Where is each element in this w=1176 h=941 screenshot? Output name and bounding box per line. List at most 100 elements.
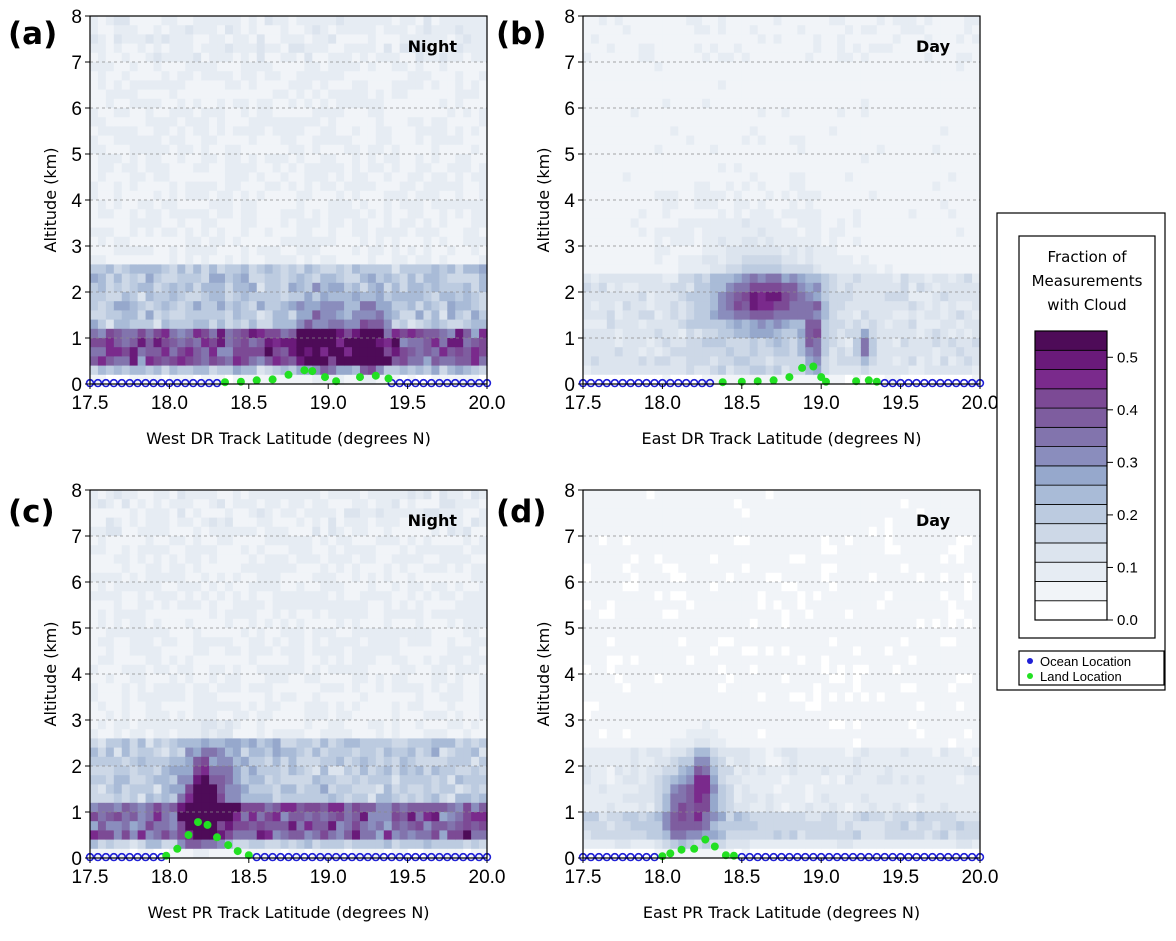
heatmap-cell: [590, 52, 600, 63]
heatmap-cell: [717, 117, 727, 127]
heatmap-cell: [328, 135, 337, 146]
land-point: [753, 377, 762, 386]
heatmap-cell: [431, 264, 440, 275]
heatmap-cell: [375, 181, 385, 192]
heatmap-cell: [852, 218, 862, 229]
heatmap-cell: [113, 784, 123, 795]
heatmap-cell: [606, 218, 616, 229]
heatmap-cell: [924, 319, 933, 330]
heatmap-cell: [630, 319, 640, 330]
heatmap-cell: [765, 172, 775, 183]
heatmap-cell: [193, 356, 202, 367]
heatmap-cell: [884, 154, 894, 164]
heatmap-cell: [288, 292, 298, 302]
heatmap-cell: [193, 784, 202, 795]
heatmap-cell: [185, 802, 194, 813]
heatmap-cell: [145, 536, 155, 546]
heatmap-cell: [837, 135, 846, 146]
heatmap-cell: [860, 347, 870, 357]
heatmap-cell: [670, 89, 679, 100]
ocean-point: [626, 378, 635, 388]
heatmap-cell: [217, 591, 226, 601]
heatmap-cell: [765, 43, 775, 54]
heatmap-cell: [320, 34, 329, 45]
heatmap-cell: [177, 591, 186, 601]
heatmap-cell: [956, 200, 965, 210]
heatmap-cell: [129, 618, 139, 629]
heatmap-cell: [280, 126, 290, 137]
heatmap-cell: [884, 365, 894, 376]
heatmap-cell: [583, 43, 592, 54]
heatmap-cell: [431, 190, 440, 201]
heatmap-cell: [145, 365, 155, 376]
heatmap-cell: [113, 117, 123, 127]
heatmap-cell: [217, 674, 226, 684]
heatmap-cell: [217, 628, 226, 638]
heatmap-cell: [924, 89, 933, 100]
heatmap-cell: [415, 163, 425, 173]
heatmap-cell: [359, 273, 369, 284]
heatmap-cell: [717, 246, 727, 256]
heatmap-cell: [646, 209, 656, 219]
heatmap-cell: [209, 517, 218, 528]
heatmap-cell: [367, 71, 377, 81]
heatmap-cell: [630, 172, 640, 183]
heatmap-cell: [702, 98, 711, 109]
heatmap-cell: [622, 227, 632, 238]
heatmap-cell: [359, 365, 369, 376]
heatmap-cell: [264, 264, 274, 275]
heatmap-cell: [876, 25, 886, 35]
heatmap-cell: [217, 236, 226, 247]
heatmap-cell: [765, 292, 775, 302]
heatmap-cell: [614, 117, 624, 127]
heatmap-cell: [336, 209, 345, 219]
heatmap-cell: [614, 163, 624, 173]
heatmap-cell: [725, 310, 735, 321]
heatmap-cell: [694, 273, 703, 284]
heatmap-cell: [423, 71, 433, 81]
heatmap-cell: [153, 338, 163, 348]
heatmap-cell: [765, 319, 775, 330]
heatmap-cell: [185, 209, 194, 219]
heatmap-cell: [583, 16, 592, 26]
heatmap-cell: [105, 163, 115, 173]
heatmap-cell: [678, 347, 687, 357]
heatmap-cell: [137, 812, 147, 822]
y-tick-label: 1: [71, 329, 82, 350]
heatmap-cell: [217, 545, 226, 555]
heatmap-cell: [232, 25, 242, 35]
heatmap-cell: [710, 310, 719, 321]
heatmap-cell: [193, 200, 202, 210]
heatmap-cell: [622, 282, 632, 293]
heatmap-cell: [312, 80, 321, 91]
heatmap-cell: [773, 71, 783, 81]
heatmap-cell: [845, 172, 854, 183]
heatmap-cell: [670, 292, 679, 302]
y-tick-label: 8: [71, 7, 82, 28]
heatmap-cell: [320, 246, 329, 256]
heatmap-cell: [598, 98, 608, 109]
heatmap-cell: [129, 126, 139, 137]
heatmap-cell: [741, 89, 751, 100]
heatmap-cell: [391, 347, 401, 357]
heatmap-cell: [209, 766, 218, 776]
heatmap-cell: [240, 135, 250, 146]
heatmap-cell: [710, 255, 719, 265]
heatmap-cell: [344, 108, 353, 118]
heatmap-cell: [972, 172, 981, 183]
heatmap-cell: [837, 71, 846, 81]
heatmap-cell: [185, 729, 194, 739]
heatmap-cell: [900, 374, 910, 385]
heatmap-cell: [654, 365, 663, 376]
heatmap-cell: [161, 756, 170, 767]
heatmap-cell: [463, 356, 472, 367]
heatmap-cell: [359, 80, 369, 91]
heatmap-cell: [829, 34, 838, 45]
heatmap-cell: [153, 181, 163, 192]
heatmap-cell: [694, 209, 703, 219]
heatmap-cell: [121, 34, 131, 45]
heatmap-cell: [606, 374, 616, 385]
heatmap-cell: [654, 52, 663, 63]
heatmap-cell: [741, 117, 751, 127]
heatmap-cell: [654, 181, 663, 192]
